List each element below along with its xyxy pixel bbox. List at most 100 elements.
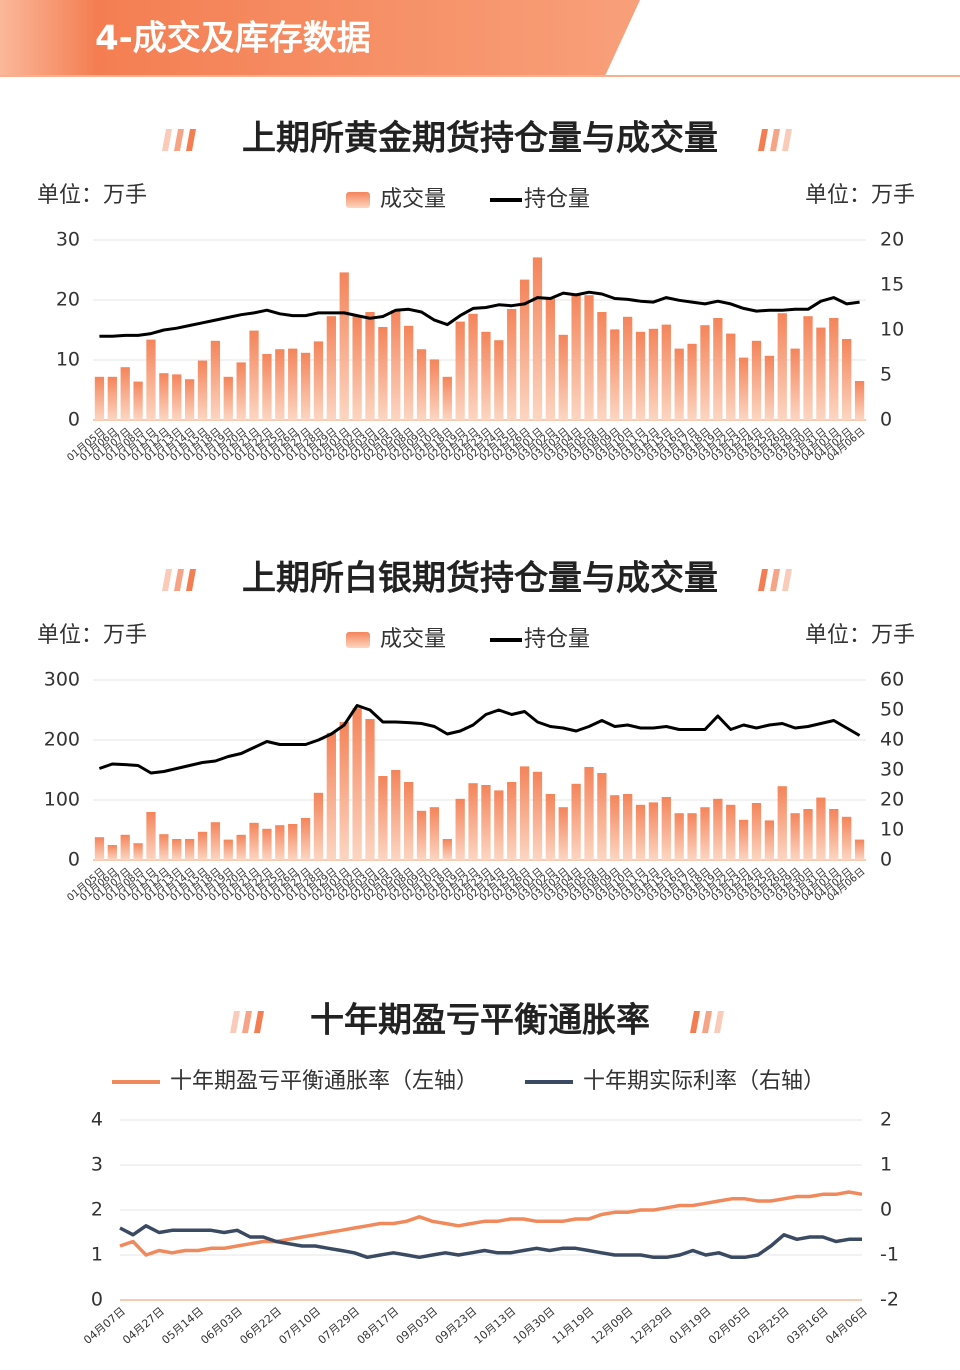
title-decoration — [230, 1011, 240, 1033]
bar — [700, 325, 710, 420]
bar — [481, 331, 491, 420]
line-series — [99, 290, 860, 338]
bar — [391, 310, 401, 420]
bar — [404, 782, 414, 860]
y2-tick-label: -1 — [880, 1244, 899, 1266]
bar — [687, 813, 697, 860]
y-tick-label: 3 — [91, 1154, 103, 1176]
y-tick-label: 300 — [44, 669, 80, 691]
title-decoration — [186, 569, 196, 591]
bar — [429, 807, 440, 860]
bar — [197, 360, 208, 420]
y2-tick-label: 0 — [880, 409, 892, 431]
bar — [597, 773, 607, 860]
title-decoration — [174, 129, 184, 151]
bar — [146, 339, 156, 420]
bar — [404, 325, 414, 420]
bar — [623, 316, 633, 420]
title-decoration — [254, 1011, 264, 1033]
y-tick-label: 100 — [44, 789, 80, 811]
bar — [378, 776, 388, 860]
bar — [545, 794, 555, 860]
legend-swatch — [346, 192, 370, 208]
bar — [829, 809, 839, 860]
bar — [339, 272, 349, 420]
y-tick-label: 2 — [91, 1199, 103, 1221]
title-decoration — [162, 129, 172, 151]
bar — [803, 809, 813, 860]
bar — [532, 771, 543, 860]
y-tick-label: 0 — [91, 1289, 103, 1311]
bar — [738, 819, 749, 860]
bar — [133, 381, 143, 420]
y2-tick-label: 5 — [880, 364, 892, 386]
bar — [519, 279, 530, 420]
bar — [236, 834, 246, 860]
bar — [339, 722, 349, 860]
title-decoration — [186, 129, 196, 151]
bar — [726, 804, 736, 860]
bar — [416, 810, 427, 860]
bar — [107, 845, 117, 860]
bar — [842, 339, 852, 420]
y2-tick-label: 15 — [880, 274, 904, 296]
bar — [481, 785, 491, 860]
y-tick-label: 4 — [91, 1109, 103, 1131]
bar — [674, 813, 684, 860]
bar — [507, 309, 517, 420]
line-series — [98, 704, 861, 775]
y-axis-label: 单位：万手 — [37, 183, 147, 208]
y-tick-label: 1 — [91, 1244, 103, 1266]
bar — [275, 349, 285, 420]
bar — [610, 329, 620, 420]
y2-axis-label: 单位：万手 — [805, 183, 915, 208]
y2-tick-label: 60 — [880, 669, 904, 691]
bar — [790, 348, 800, 420]
bar — [610, 795, 620, 860]
bar — [365, 719, 375, 860]
bar — [172, 374, 182, 420]
bar — [545, 297, 555, 420]
bar — [829, 318, 839, 420]
bar — [713, 318, 723, 420]
legend-label: 十年期盈亏平衡通胀率（左轴） — [170, 1069, 478, 1094]
bar — [352, 708, 362, 860]
bar — [597, 312, 607, 420]
bar — [159, 834, 169, 860]
y2-tick-label: 10 — [880, 319, 904, 341]
bar — [416, 349, 427, 420]
bar — [262, 354, 272, 420]
bar — [584, 767, 594, 860]
bar — [571, 783, 581, 860]
bar — [391, 770, 401, 860]
bar — [455, 798, 465, 860]
bar — [455, 321, 465, 420]
chart-title: 上期所黄金期货持仓量与成交量 — [242, 119, 718, 159]
y2-tick-label: 20 — [880, 789, 904, 811]
bar — [184, 839, 195, 860]
bar — [94, 837, 105, 860]
y2-tick-label: 0 — [880, 1199, 892, 1221]
bar — [468, 313, 478, 420]
bar — [751, 803, 762, 860]
title-decoration — [758, 569, 768, 591]
bar — [507, 782, 517, 860]
bar — [519, 766, 530, 860]
y2-tick-label: 20 — [880, 229, 904, 251]
bar — [468, 783, 478, 860]
y-tick-label: 200 — [44, 729, 80, 751]
header-title: 4-成交及库存数据 — [95, 19, 371, 59]
y2-tick-label: 10 — [880, 819, 904, 841]
y2-tick-label: 2 — [880, 1109, 892, 1131]
bar — [648, 328, 659, 420]
bar — [288, 348, 298, 420]
bar — [133, 843, 143, 860]
title-decoration — [702, 1011, 712, 1033]
title-decoration — [770, 569, 780, 591]
title-decoration — [714, 1011, 724, 1033]
legend-label: 成交量 — [380, 627, 446, 652]
bar — [777, 786, 787, 860]
bar — [197, 831, 208, 860]
legend-swatch — [346, 632, 370, 648]
legend-label: 成交量 — [380, 187, 446, 212]
